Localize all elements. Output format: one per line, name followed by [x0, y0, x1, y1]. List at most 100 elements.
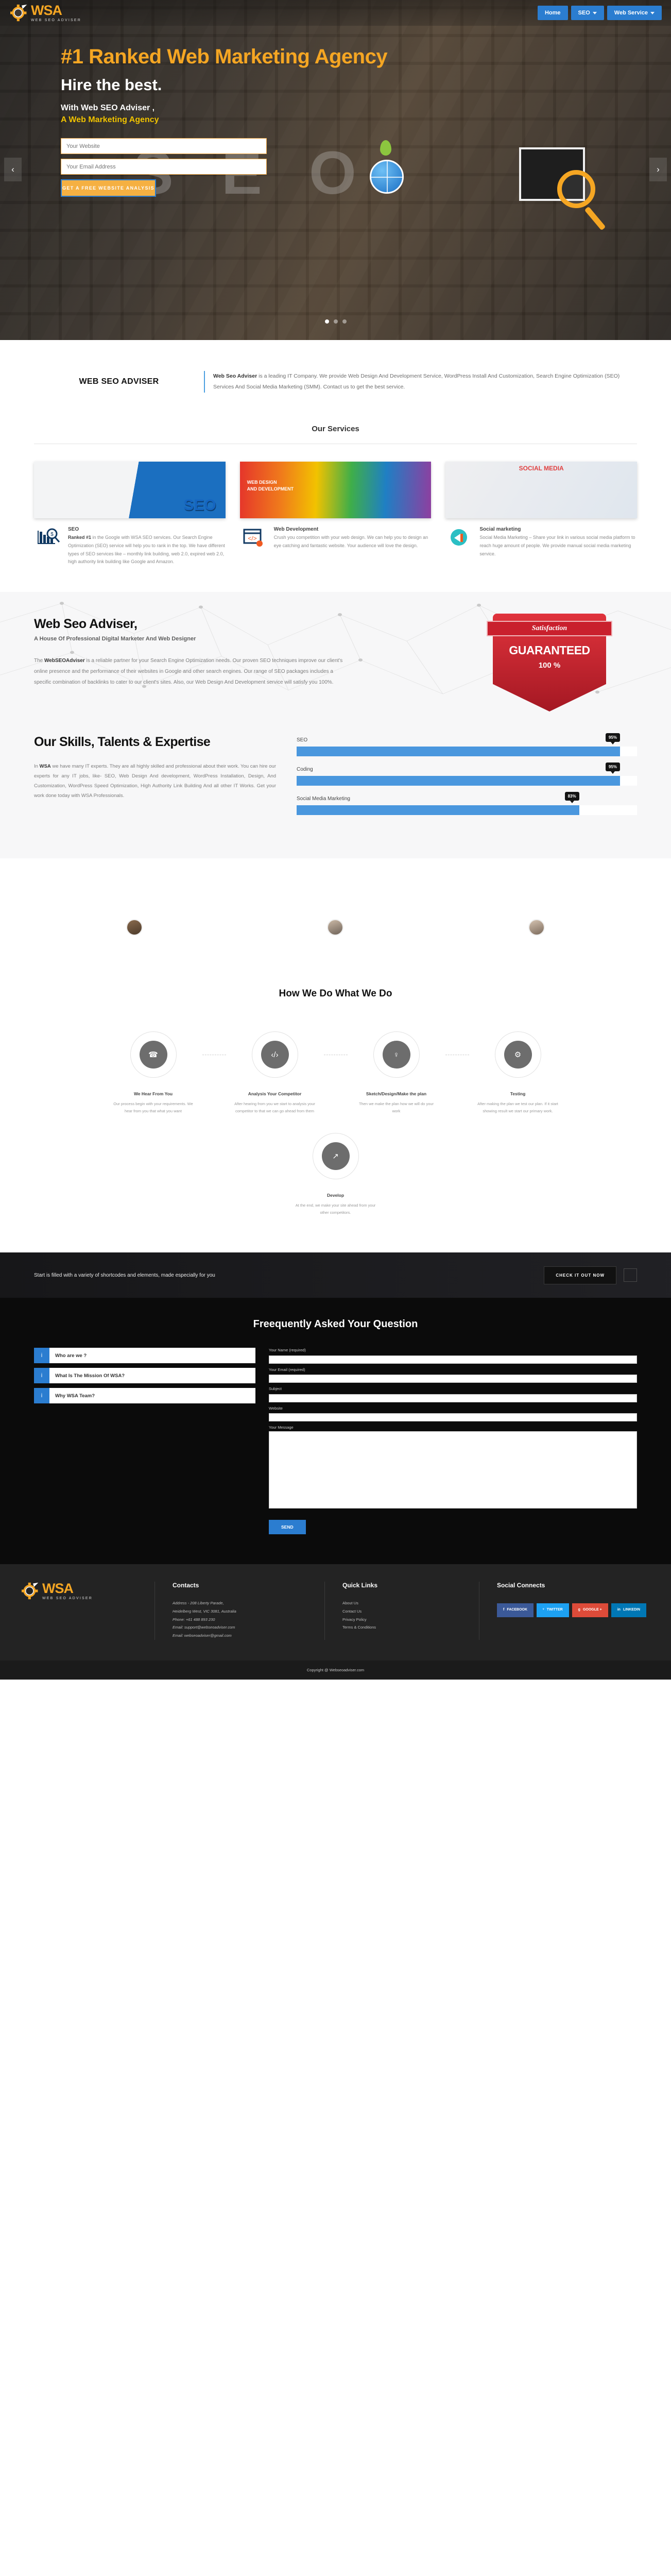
email-input[interactable] [269, 1375, 637, 1383]
footer-link-terms[interactable]: Terms & Conditions [342, 1625, 376, 1630]
faq-item-1[interactable]: i Who are we ? [34, 1348, 255, 1363]
twitter-icon: ᵛ [543, 1608, 544, 1612]
seo-chart-search-icon: $ [34, 527, 63, 566]
faq-accordion[interactable]: i Who are we ? i What Is The Mission Of … [34, 1348, 255, 1408]
hero-banner: WSA WEB SEO ADVISER Home SEO Web Service… [0, 0, 671, 340]
intro-body: Web Seo Adviser is a leading IT Company.… [204, 371, 637, 393]
send-button[interactable]: SEND [269, 1520, 306, 1534]
promo-text: Start is filled with a variety of shortc… [34, 1272, 215, 1278]
intro-title: WEB SEO ADVISER [79, 377, 159, 386]
skill-fill [297, 747, 620, 756]
faq-item-3[interactable]: i Why WSA Team? [34, 1388, 255, 1403]
process-heading: How We Do What We Do [279, 988, 392, 999]
hero-letter-o: O [309, 139, 356, 207]
contact-form[interactable]: Your Name (required) Your Email (require… [269, 1348, 637, 1534]
faq-item-label: What Is The Mission Of WSA? [55, 1372, 125, 1379]
services-heading: Our Services [312, 425, 359, 433]
skill-label: SEO [297, 737, 308, 743]
social-link-linkedin[interactable]: in LINKEDIN [611, 1603, 647, 1617]
badge-main-text: GUARANTEED [509, 643, 590, 657]
site-footer: WSA WEB SEO ADVISER Contacts Address - 2… [0, 1564, 671, 1660]
info-icon: i [34, 1348, 49, 1363]
globe-icon [370, 160, 404, 194]
square-icon[interactable] [624, 1268, 637, 1282]
footer-address-line2: Heidelberg West, VIC 3081, Australia [173, 1608, 236, 1614]
name-input[interactable] [269, 1355, 637, 1364]
badge-sub-text: 100 % [538, 661, 561, 670]
gear-logo-icon [10, 4, 28, 22]
nav-item-seo[interactable]: SEO [571, 6, 604, 20]
satisfaction-guarantee-badge: Satisfaction GUARANTEED 100 % [487, 614, 612, 711]
nav-item-home[interactable]: Home [537, 6, 568, 20]
process-step-title: Develop [326, 1192, 345, 1198]
footer-link-privacy-policy[interactable]: Privacy Policy [342, 1617, 367, 1622]
website-input[interactable] [61, 138, 267, 154]
footer-logo[interactable]: WSA WEB SEO ADVISER [0, 1582, 154, 1640]
process-section: How We Do What We Do ☎ We Hear From You Ou… [0, 983, 671, 1252]
website-input[interactable] [269, 1413, 637, 1421]
process-step-text: Our process begin with your requirements… [113, 1101, 193, 1114]
social-link-twitter[interactable]: ᵛ TWITTER [537, 1603, 569, 1617]
free-analysis-button[interactable]: GET A FREE WEBSITE ANALYSIS [61, 179, 156, 197]
social-label: TWITTER [546, 1608, 563, 1612]
main-navigation[interactable]: Home SEO Web Service [537, 6, 665, 20]
carousel-dots[interactable] [0, 319, 671, 324]
process-ring: ⚙ [494, 1031, 541, 1078]
facebook-icon: f [503, 1608, 505, 1612]
faq-item-label: Who are we ? [55, 1352, 87, 1359]
service-card-seo[interactable]: $ SEO Ranked #1 in the Google with WSA S… [34, 462, 226, 566]
gears-icon: ⚙ [504, 1041, 532, 1069]
process-step-title: We Hear From You [133, 1091, 173, 1096]
service-card-social-marketing[interactable]: Social marketing Social Media Marketing … [445, 462, 638, 566]
subject-label: Subject [269, 1386, 282, 1391]
skill-value-badge: 95% [605, 762, 620, 774]
logo-tagline: WEB SEO ADVISER [31, 19, 81, 22]
process-steps-row-2: ↗ Develop At the end, we make your site ah… [34, 1132, 637, 1217]
google-plus-icon: g [578, 1608, 580, 1612]
megaphone-icon [445, 527, 474, 558]
carousel-dot-1[interactable] [324, 319, 329, 324]
hero-lead-form[interactable]: GET A FREE WEBSITE ANALYSIS [61, 138, 267, 197]
process-step: ↗ Develop At the end, we make your site ah… [287, 1132, 385, 1217]
social-buttons[interactable]: f FACEBOOK ᵛ TWITTER g GOOGLE + in LINKEDIN [497, 1603, 653, 1617]
hero-line3: With Web SEO Adviser , [61, 104, 155, 112]
email-input[interactable] [61, 159, 267, 175]
copyright: Copyright @ Webseoadviser.com [0, 1660, 671, 1680]
nav-item-web-service[interactable]: Web Service [607, 6, 662, 20]
process-step-title: Sketch/Design/Make the plan [366, 1091, 427, 1096]
footer-logo-text: WSA [42, 1581, 74, 1596]
lightbulb-icon: ♀ [382, 1041, 410, 1069]
process-step: ♀ Sketch/Design/Make the plan Then we make… [348, 1031, 445, 1115]
carousel-dot-2[interactable] [333, 319, 338, 324]
service-card-web-development[interactable]: </> Web Development Crush you competitio… [239, 462, 432, 566]
footer-social-heading: Social Connects [497, 1582, 545, 1589]
svg-text:</>: </> [248, 535, 256, 542]
skill-label: Social Media Marketing [297, 796, 350, 802]
site-logo[interactable]: WSA WEB SEO ADVISER [6, 4, 81, 22]
email-label: Your Email (required) [269, 1367, 305, 1372]
magnifier-icon [557, 170, 595, 208]
service-body: Crush you competition with your web desi… [273, 535, 428, 548]
skills-body-bold: WSA [39, 764, 51, 770]
carousel-dot-3[interactable] [342, 319, 347, 324]
social-label: LINKEDIN [623, 1608, 641, 1612]
carousel-prev-button[interactable]: ‹ [4, 158, 22, 181]
skill-track [297, 747, 637, 756]
footer-link-contact-us[interactable]: Contact Us [342, 1608, 362, 1614]
social-link-google[interactable]: g GOOGLE + [572, 1603, 608, 1617]
faq-item-2[interactable]: i What Is The Mission Of WSA? [34, 1368, 255, 1383]
avatar [126, 919, 143, 936]
check-it-out-button[interactable]: CHECK IT OUT NOW [544, 1266, 616, 1284]
message-textarea[interactable] [269, 1431, 637, 1509]
footer-address-line1: Address - 208 Liberty Parade, [173, 1601, 224, 1605]
social-link-facebook[interactable]: f FACEBOOK [497, 1603, 534, 1617]
intro-text: is a leading IT Company. We provide Web … [213, 373, 620, 390]
footer-link-about-us[interactable]: About Us [342, 1601, 358, 1605]
nav-label: Home [544, 10, 561, 16]
service-body: Ranked #1 in the Google with WSA SEO ser… [68, 534, 226, 566]
svg-text:$: $ [50, 532, 54, 537]
subject-input[interactable] [269, 1394, 637, 1402]
process-step-text: After hearing from you we start to analy… [234, 1101, 315, 1114]
carousel-next-button[interactable]: › [649, 158, 667, 181]
service-image-web [239, 462, 432, 518]
